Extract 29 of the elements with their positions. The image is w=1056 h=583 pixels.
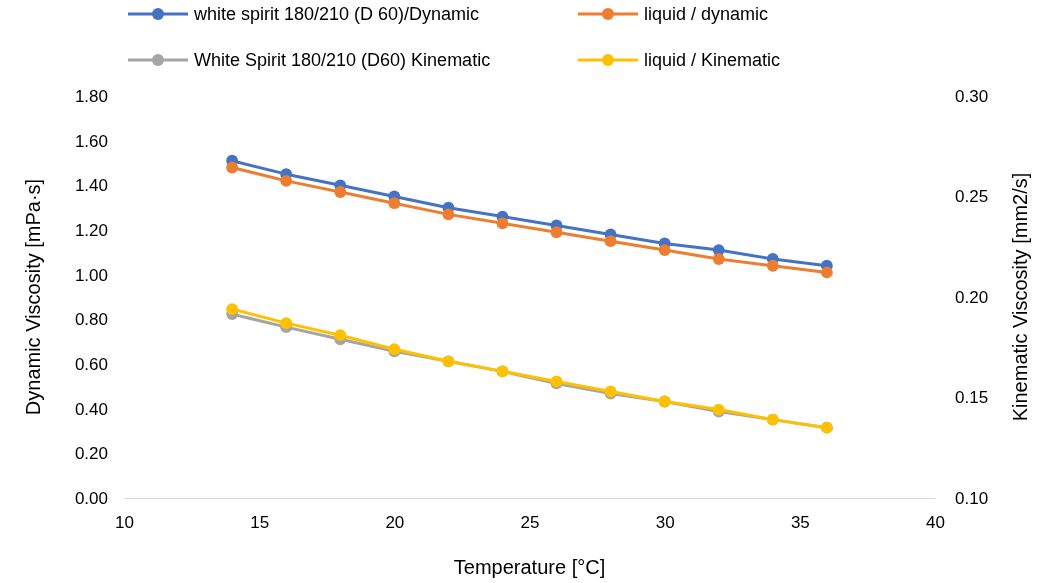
legend-label: liquid / Kinematic [644,50,781,70]
y-axis-title: Dynamic Viscosity [mPa·s] [22,178,44,416]
x-tick-label: 35 [790,513,810,533]
y-tick-label: 1.40 [74,176,108,196]
y-tick-label: 1.60 [74,131,108,151]
y-tick-label: 0.00 [74,488,108,508]
y-tick-label: 1.80 [74,86,108,106]
x-tick-label: 30 [655,513,675,533]
y2-tick-label: 0.20 [955,287,989,307]
y2-tick-label: 0.25 [955,187,989,207]
y-tick-label: 0.80 [74,310,108,330]
x-tick-label: 25 [520,513,540,533]
x-axis-title: Temperature [°C] [453,556,606,578]
y2-tick-label: 0.30 [955,86,989,106]
y-tick-label: 1.20 [74,220,108,240]
legend-label: white spirit 180/210 (D 60)/Dynamic [193,4,480,24]
y-tick-label: 0.20 [74,444,108,464]
y-tick-label: 0.40 [74,399,108,419]
y-tick-label: 0.60 [74,354,108,374]
y2-axis-title: Kinematic Viscosity [mm2/s] [1009,172,1031,422]
y-tick-label: 1.00 [74,265,108,285]
x-tick-label: 15 [250,513,270,533]
y2-tick-label: 0.15 [955,388,989,408]
y2-tick-label: 0.10 [955,488,989,508]
legend-label: White Spirit 180/210 (D60) Kinematic [194,50,491,70]
x-tick-label: 20 [385,513,405,533]
x-tick-label: 40 [926,513,945,533]
x-tick-label: 10 [115,513,134,533]
legend-label: liquid / dynamic [644,4,769,24]
